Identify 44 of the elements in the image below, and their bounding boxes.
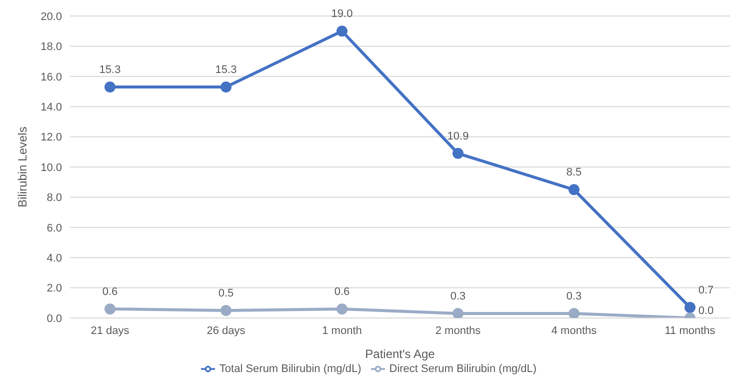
y-tick-label: 14.0 [40,102,62,114]
y-tick-label: 16.0 [40,71,62,84]
x-tick-label: 4 months [551,324,598,337]
x-axis-title: Patient's Age [365,347,436,361]
x-tick-label: 2 months [435,324,482,337]
point [220,304,232,316]
y-tick-label: 4.0 [46,252,62,265]
point [684,302,696,313]
x-tick-label: 11 months [664,324,716,337]
x-tick-label: 26 days [206,324,246,337]
data-label: 15.3 [99,64,121,76]
y-tick-label: 6.0 [46,222,62,234]
y-tick-label: 8.0 [46,192,62,204]
data-label: 0.3 [450,290,466,302]
point [452,308,464,318]
data-label: 10.9 [447,130,469,142]
data-label: 0.6 [102,286,118,298]
legend-label: Direct Serum Bilirubin (mg/dL) [389,362,537,375]
point [104,81,116,92]
y-tick-label: 2.0 [46,282,62,295]
point [568,308,580,318]
x-tick-label: 21 days [90,324,130,337]
point [104,303,116,314]
data-label: 0.3 [566,290,582,302]
y-tick-label: 18.0 [40,41,62,54]
y-tick-label: 0.0 [46,312,62,325]
data-label: 15.3 [215,64,237,76]
y-tick-label: 10.0 [40,162,62,174]
point [336,26,348,37]
data-label: 8.5 [566,166,582,179]
data-label: 0.7 [698,284,714,296]
y-tick-label: 12.0 [40,132,62,144]
data-label: 0.0 [698,305,714,317]
legend-label: Total Serum Bilirubin (mg/dL) [219,362,362,375]
point [568,184,580,196]
y-tick-label: 20.0 [40,10,62,23]
data-label: 0.5 [218,287,234,300]
y-axis-title: Bilirubin Levels [15,126,30,208]
point [220,81,232,92]
data-label: 0.6 [334,286,350,298]
x-tick-label: 1 month [322,324,362,337]
data-label: 19.0 [331,8,353,20]
point [452,148,464,159]
point [336,303,348,314]
